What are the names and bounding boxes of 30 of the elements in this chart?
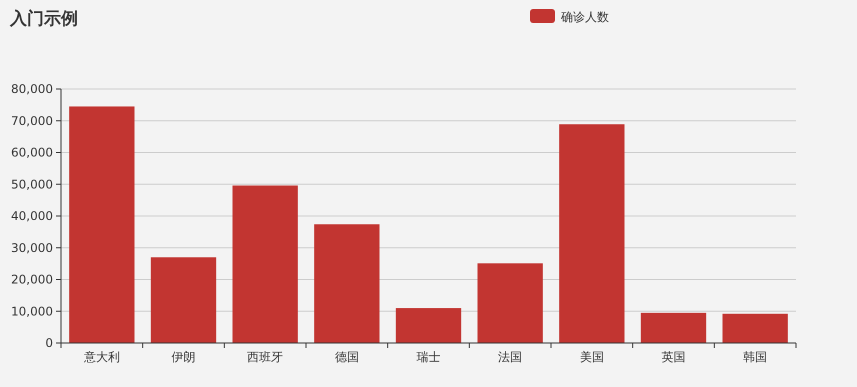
bar bbox=[478, 263, 543, 343]
x-tick-label: 法国 bbox=[498, 350, 522, 364]
x-tick-label: 美国 bbox=[580, 350, 604, 364]
bar bbox=[396, 308, 462, 343]
bar bbox=[640, 312, 706, 343]
bar bbox=[314, 224, 380, 343]
x-tick-label: 意大利 bbox=[82, 350, 120, 364]
y-tick-label: 0 bbox=[45, 336, 53, 350]
x-tick-label: 韩国 bbox=[743, 350, 768, 364]
y-tick-label: 80,000 bbox=[11, 82, 53, 96]
legend-label: 确诊人数 bbox=[560, 10, 609, 24]
x-tick-label: 伊朗 bbox=[172, 350, 196, 364]
legend: 确诊人数 bbox=[530, 9, 609, 24]
chart-title: 入门示例 bbox=[9, 9, 78, 29]
y-tick-label: 70,000 bbox=[11, 114, 53, 128]
y-tick-label: 60,000 bbox=[11, 146, 53, 160]
y-tick-label: 10,000 bbox=[11, 304, 53, 318]
bar bbox=[150, 257, 216, 343]
y-tick-label: 30,000 bbox=[11, 240, 53, 255]
x-tick-label: 英国 bbox=[662, 350, 686, 364]
x-tick-label: 德国 bbox=[334, 350, 359, 364]
bar bbox=[559, 124, 624, 343]
y-tick-label: 40,000 bbox=[11, 209, 53, 223]
y-tick-label: 50,000 bbox=[11, 177, 53, 192]
x-tick-label: 西班牙 bbox=[247, 350, 284, 364]
bar bbox=[232, 186, 298, 343]
y-tick-label: 20,000 bbox=[11, 272, 53, 286]
x-tick-label: 瑞士 bbox=[416, 350, 440, 364]
bar bbox=[722, 314, 788, 343]
bar bbox=[69, 106, 134, 343]
